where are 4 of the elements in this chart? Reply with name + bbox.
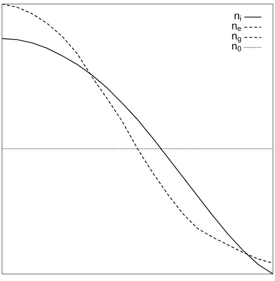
- legend-label: n$_{e}$: [232, 24, 242, 32]
- legend-label: n$_{g}$: [232, 34, 241, 43]
- legend-label: n$_{0}$: [232, 44, 242, 52]
- legend-label: n$_{i}$: [234, 14, 241, 21]
